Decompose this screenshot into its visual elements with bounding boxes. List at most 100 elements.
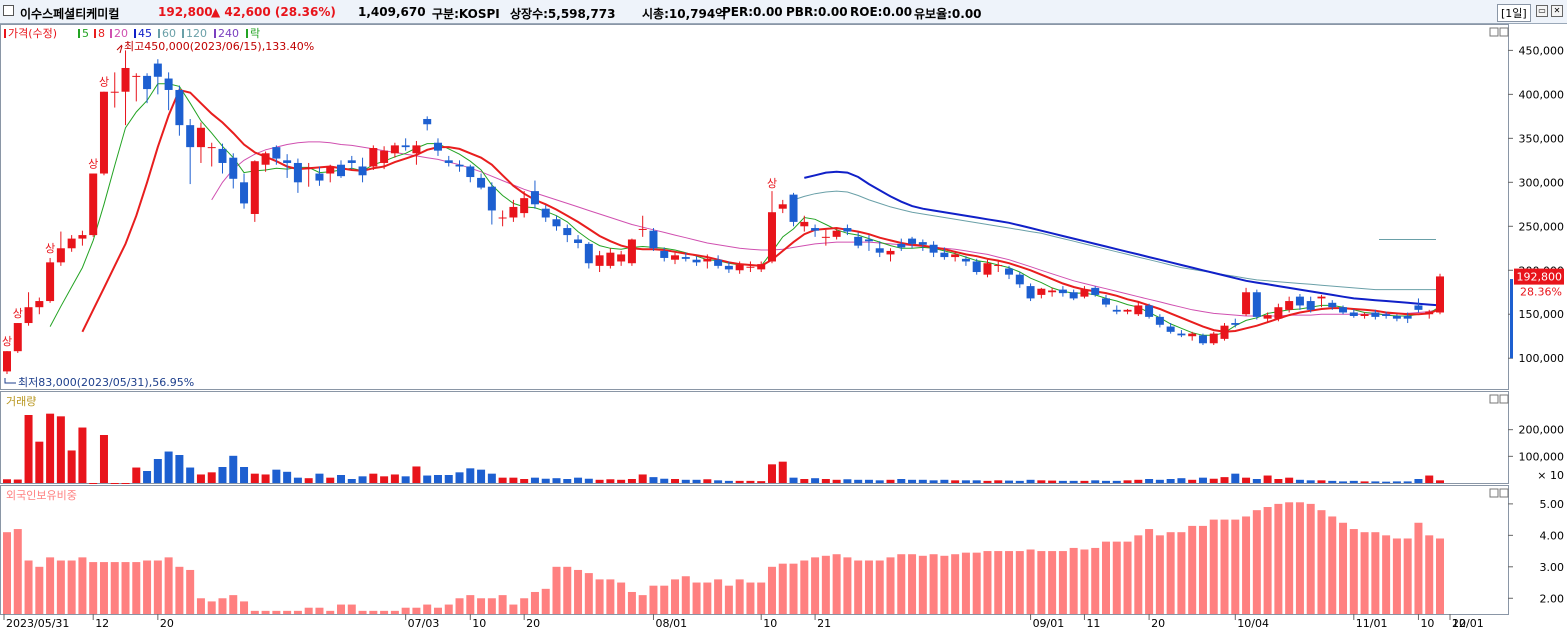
volume-bar [1403, 481, 1412, 483]
foreign-bar [466, 595, 475, 614]
legend-swatch [246, 29, 248, 38]
candle-body [509, 206, 518, 218]
candle-body [1360, 314, 1369, 316]
candle-body [757, 264, 766, 270]
legend-item: 5 [82, 27, 89, 40]
foreign-bar [552, 566, 561, 614]
candle-body [1145, 305, 1154, 317]
foreign-bar [67, 560, 76, 614]
candle-body [595, 255, 604, 266]
volume-bar [724, 480, 733, 483]
foreign-bar [1058, 551, 1067, 614]
candle-body [832, 230, 841, 237]
candle-body [1242, 292, 1251, 315]
foreign-bar [380, 610, 389, 614]
stock-name[interactable]: 이수스페셜티케미컬 [20, 7, 120, 21]
candle-body [854, 236, 863, 246]
volume-bar [1026, 479, 1035, 483]
foreign-bar [1436, 538, 1444, 614]
candle-body [337, 164, 346, 177]
volume-bar [918, 479, 927, 483]
panel-minimize-icon [1489, 394, 1499, 404]
candle-body [99, 91, 108, 174]
foreign-bar [832, 554, 841, 614]
candle-body [1112, 309, 1121, 312]
candle-body [627, 239, 636, 264]
candle-body [412, 145, 421, 154]
candle-body [380, 150, 389, 163]
foreign-bar [218, 598, 227, 614]
volume-bar [1231, 473, 1240, 483]
candle-body [358, 166, 367, 176]
volume-bar [1220, 477, 1229, 483]
candle-body [132, 75, 141, 77]
price-range-bar [1510, 279, 1513, 359]
x-tick-label: 08/01 [655, 617, 687, 630]
volume-bar [1101, 480, 1110, 483]
low-annotation: 최저83,000(2023/05/31),56.95% [18, 376, 194, 389]
close-icon[interactable]: ✕ [1551, 5, 1563, 17]
legend-item: 240 [218, 27, 239, 40]
legend-swatch [110, 29, 112, 38]
foreign-bar [35, 566, 44, 614]
volume-bar [380, 476, 389, 483]
foreign-bar [1048, 551, 1057, 614]
candle-body [1080, 289, 1089, 297]
volume-bar [757, 481, 766, 483]
candle-body [67, 238, 76, 249]
candle-body [886, 250, 895, 255]
low-arrow-icon [4, 378, 16, 384]
foreign-bar [1026, 549, 1035, 614]
volume-bar [671, 479, 680, 483]
y-tick-label: 100,000 [1519, 450, 1565, 463]
y-tick-label: 250,000 [1519, 220, 1565, 233]
stock-chart[interactable]: 450,000 400,000 350,000 300,000 250,000 200,0… [0, 24, 1567, 630]
candle-body [46, 262, 55, 302]
candle-body [649, 230, 658, 249]
candle-body [972, 261, 981, 273]
volume-bar [584, 478, 593, 483]
candle-body [1177, 333, 1186, 336]
foreign-bar [875, 560, 884, 614]
high-arrow-icon [116, 44, 123, 54]
candle-body [164, 78, 173, 90]
candle-body [283, 160, 292, 163]
volume-bar [46, 413, 55, 483]
volume-bar [433, 475, 442, 483]
candle-body [821, 236, 830, 238]
volume-bar [1306, 480, 1315, 483]
volume-bar [143, 471, 152, 483]
volume-bar [1242, 477, 1251, 483]
limit-up-marker: 상 [2, 335, 12, 348]
volume-bar [735, 480, 744, 483]
candle-body [1306, 301, 1315, 310]
candle-body [1252, 292, 1261, 317]
candle-body [1069, 292, 1078, 299]
select-checkbox[interactable] [3, 5, 14, 16]
candle-body [1285, 301, 1294, 310]
volume-bar [423, 475, 432, 483]
foreign-bar [78, 557, 87, 614]
candle-body [1134, 305, 1143, 315]
x-tick-label: 2023/05/31 [6, 617, 69, 630]
foreign-bar [24, 560, 33, 614]
foreign-bar [175, 566, 184, 614]
volume-bar [509, 477, 518, 483]
y-tick-label: 300,000 [1519, 176, 1565, 189]
candle-body [1317, 296, 1326, 299]
period-selector[interactable]: [1일] [1497, 4, 1531, 22]
price-change: ▲ 42,600 (28.36%) [211, 5, 336, 19]
volume-bar [89, 483, 98, 484]
candle-body [584, 243, 593, 264]
restore-icon[interactable]: ▭ [1536, 5, 1548, 17]
reserve-ratio: 유보율:0.00 [914, 7, 982, 21]
candle-body [1403, 316, 1412, 319]
candle-body [1026, 286, 1035, 299]
candle-body [121, 67, 130, 92]
volume-bar [369, 473, 378, 483]
candle-body [347, 160, 356, 163]
candle-body [272, 147, 281, 159]
candle-body [56, 248, 65, 263]
volume-bar [1252, 479, 1261, 483]
candle-body [552, 219, 561, 227]
